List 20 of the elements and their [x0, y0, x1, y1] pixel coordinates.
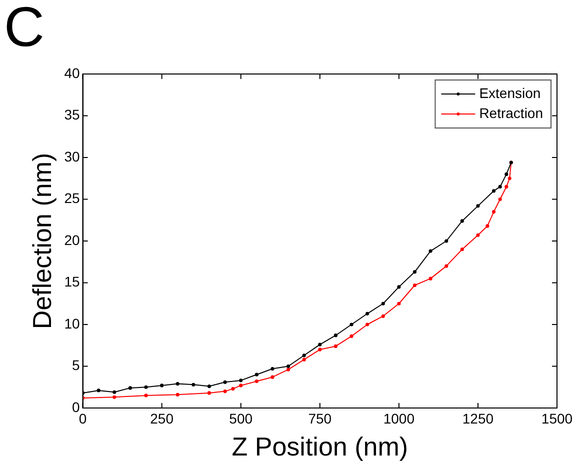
y-tick-label: 40 [64, 64, 80, 81]
chart-title: C [4, 0, 44, 59]
y-tick-label: 25 [64, 190, 80, 206]
legend-label: Retraction [479, 104, 544, 121]
legend-label: Extension [479, 84, 541, 101]
x-tick-label: 250 [150, 410, 174, 426]
x-tick-label: 750 [308, 410, 332, 426]
y-tick-label: 15 [64, 274, 80, 290]
x-tick-label: 1000 [383, 410, 415, 426]
y-tick-label: 30 [64, 148, 80, 164]
x-tick-label: 1250 [462, 410, 494, 426]
y-tick-label: 0 [72, 398, 80, 415]
y-tick-label: 35 [64, 106, 80, 123]
x-tick-label: 500 [229, 410, 253, 426]
y-axis-title: Deflection (nm) [26, 152, 57, 330]
x-tick-label: 1500 [541, 410, 573, 426]
y-tick-label: 10 [64, 315, 80, 332]
y-tick-label: 20 [64, 232, 80, 248]
y-tick-label: 5 [72, 357, 80, 374]
x-axis-title: Z Position (nm) [232, 432, 408, 462]
